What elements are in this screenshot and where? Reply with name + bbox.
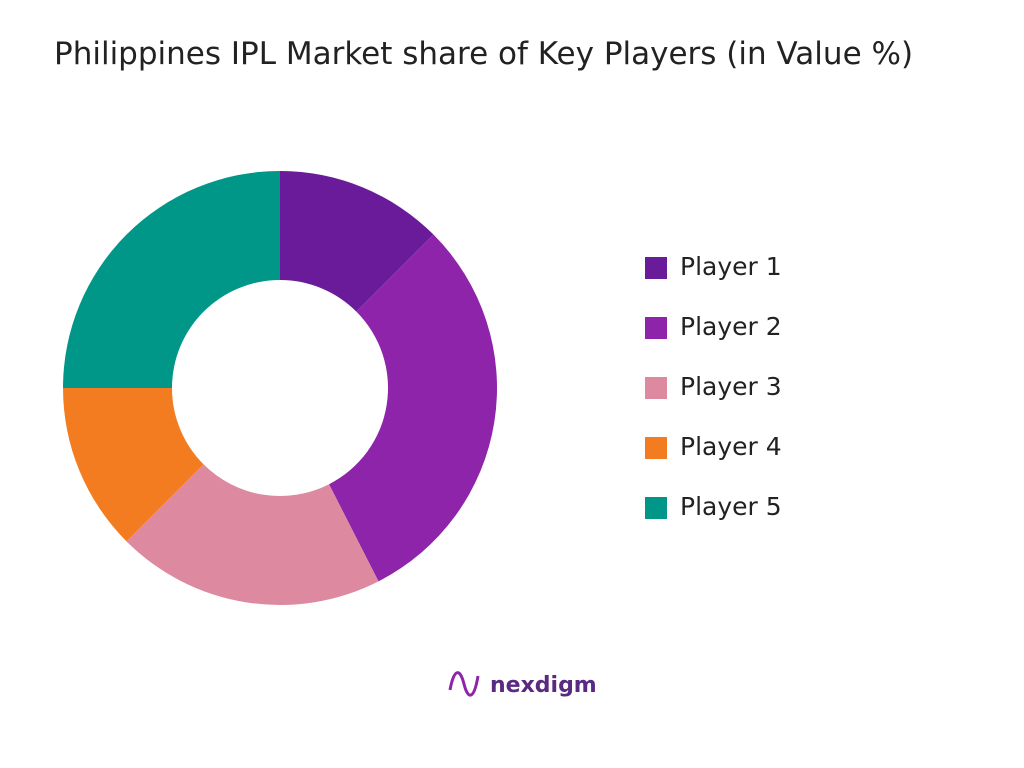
donut-slice: [63, 171, 280, 388]
logo-text: nexdigm: [490, 673, 597, 698]
donut-slice: [63, 388, 204, 542]
legend-swatch: [645, 257, 667, 279]
legend-swatch: [645, 317, 667, 339]
chart-title: Philippines IPL Market share of Key Play…: [54, 36, 914, 72]
legend-label: Player 1: [680, 252, 782, 281]
legend-label: Player 5: [680, 492, 782, 521]
legend-label: Player 3: [680, 372, 782, 401]
legend-swatch: [645, 437, 667, 459]
legend-label: Player 2: [680, 312, 782, 341]
donut-slice: [280, 171, 434, 312]
legend-swatch: [645, 497, 667, 519]
logo-icon: [448, 671, 480, 697]
legend-label: Player 4: [680, 432, 782, 461]
legend-swatch: [645, 377, 667, 399]
donut-slice: [329, 234, 497, 582]
donut-slice: [126, 464, 379, 605]
